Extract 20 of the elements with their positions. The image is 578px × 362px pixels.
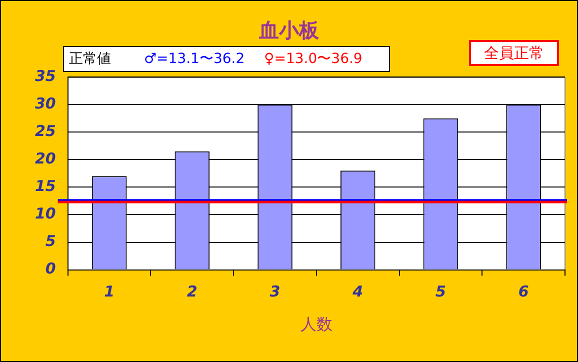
text: ♀=13.0〜36.9 [264, 50, 362, 69]
y-tick-label: 35 [35, 66, 56, 85]
x-axis-title: 人数 [300, 314, 332, 334]
y-tick-label: 15 [35, 177, 56, 196]
x-tick-label: 6 [518, 282, 529, 301]
chart-title: 血小板 [258, 17, 320, 44]
y-tick-label: 10 [35, 204, 56, 223]
x-tick-label: 3 [270, 282, 280, 301]
y-tick-label: 30 [35, 94, 56, 112]
x-tick-label: 2 [186, 282, 198, 301]
y-tick-label: 25 [35, 122, 56, 140]
text: ♂=13.1〜36.2 [144, 50, 245, 69]
y-tick-label: 0 [45, 260, 56, 278]
x-tick-label: 4 [352, 282, 364, 301]
text: 全員正常 [469, 40, 559, 66]
y-tick-label: 5 [45, 232, 56, 250]
x-tick-label: 1 [104, 282, 115, 301]
text: 正常値 [69, 50, 111, 69]
y-tick-label: 20 [35, 150, 56, 168]
x-tick-label: 5 [436, 282, 446, 301]
